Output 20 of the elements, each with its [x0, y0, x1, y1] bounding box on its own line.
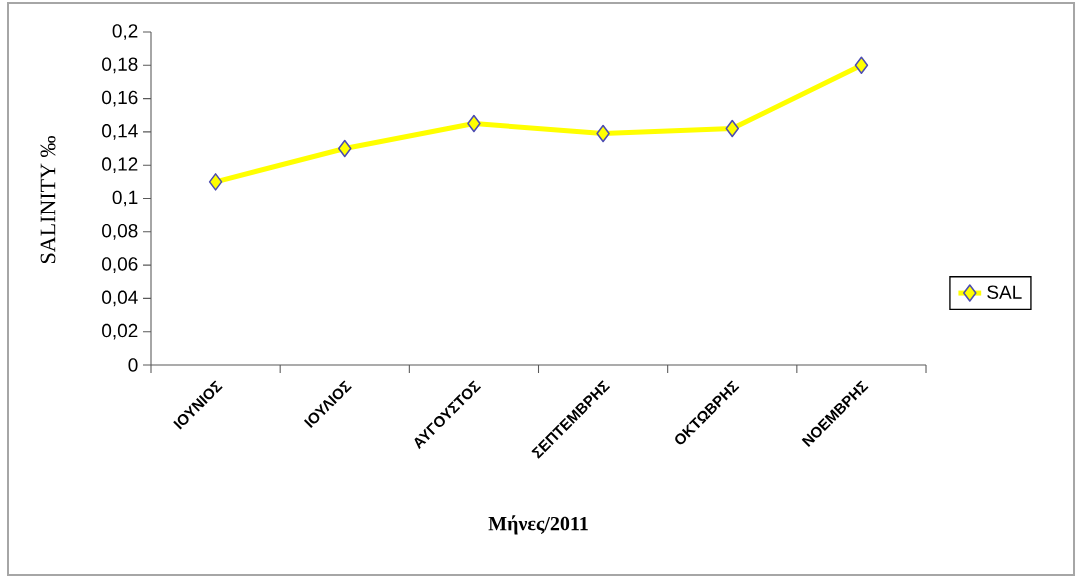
- y-tick-label: 0,2: [112, 24, 138, 40]
- y-tick-label: 0,14: [102, 124, 138, 140]
- y-tick-label: 0,04: [102, 290, 138, 307]
- y-tick-label: 0,16: [102, 90, 138, 107]
- y-tick-label: 0: [128, 358, 138, 372]
- point: [725, 119, 740, 138]
- y-tick-label: 0,02: [102, 323, 138, 340]
- y-axis-title: SALINITY ‰: [40, 136, 56, 263]
- y-tick-label: 0,08: [102, 223, 138, 240]
- y-tick-label: 0,18: [102, 57, 138, 74]
- x-axis-title: Μήνες/2011: [488, 515, 588, 535]
- point: [338, 139, 352, 158]
- point: [208, 173, 223, 191]
- point: [854, 56, 869, 75]
- point: [467, 114, 481, 133]
- point: [596, 124, 610, 143]
- y-tick-label: 0,1: [112, 190, 138, 207]
- y-tick-label: 0,06: [102, 257, 138, 273]
- y-tick-label: 0,12: [102, 157, 138, 174]
- legend-label: SAL: [987, 285, 1022, 299]
